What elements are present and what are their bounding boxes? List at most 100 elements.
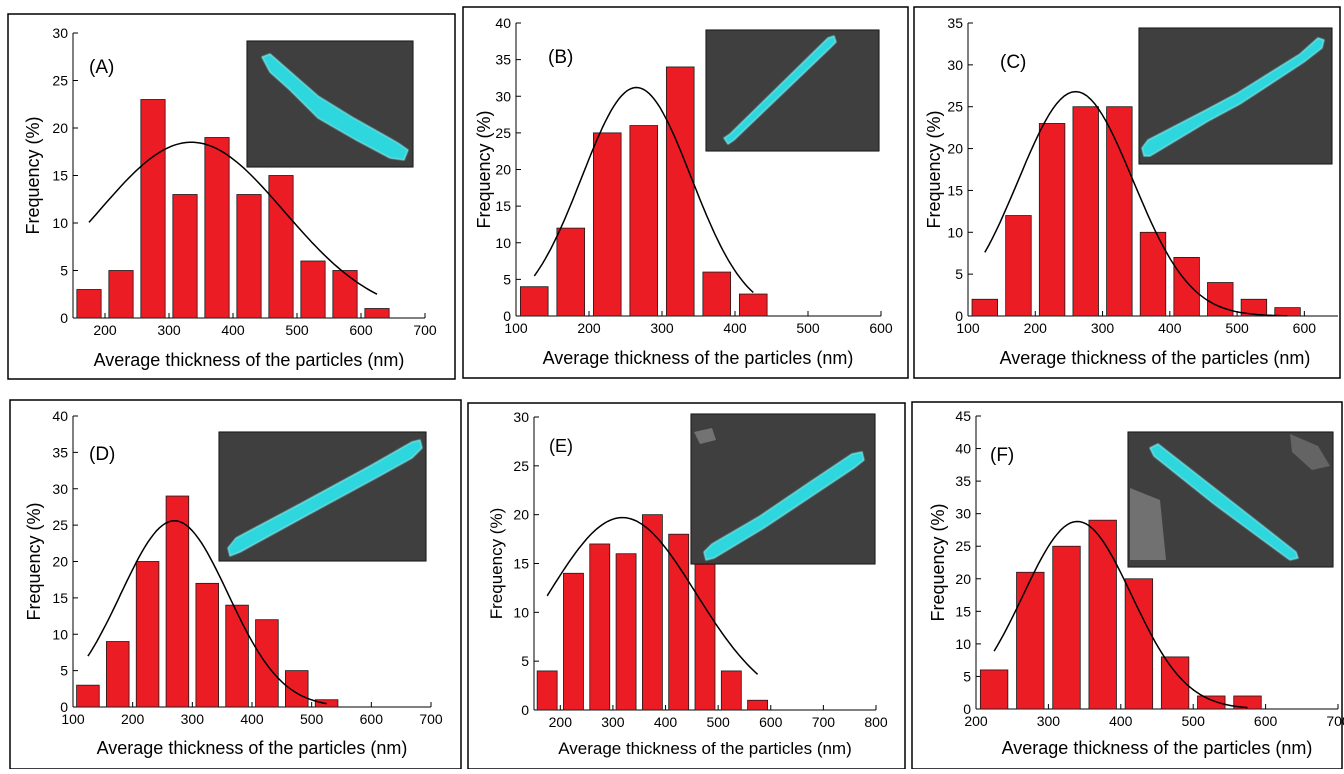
panel-label: (B) xyxy=(548,47,573,68)
plot-area: 0 5 10 15 20 25 30 35 40 100 200 300 400 500 600 xyxy=(495,15,892,336)
y-tick-label: 0 xyxy=(521,702,529,718)
y-tick-label: 20 xyxy=(52,120,68,136)
y-tick-label: 35 xyxy=(947,15,963,31)
histogram-bar xyxy=(1240,298,1268,317)
sem-inset xyxy=(1127,431,1334,568)
histogram-bar xyxy=(1274,307,1301,317)
x-ticks: 200 300 400 500 600 700 xyxy=(93,313,437,338)
histogram-bar xyxy=(108,270,134,319)
histogram-bar xyxy=(1052,545,1081,710)
histogram-bar xyxy=(1124,578,1154,710)
x-tick-label: 100 xyxy=(504,320,528,336)
x-tick-label: 200 xyxy=(1024,320,1048,336)
x-tick-label: 300 xyxy=(157,322,181,338)
gaussian-fit-curve xyxy=(87,520,327,705)
panel-label: (C) xyxy=(1000,52,1026,73)
histogram-bar xyxy=(332,270,358,319)
y-tick-label: 25 xyxy=(52,73,68,89)
histogram-bar xyxy=(592,132,622,317)
x-tick-label: 400 xyxy=(654,714,678,730)
histogram-bar xyxy=(589,543,611,711)
y-tick-label: 15 xyxy=(947,182,963,198)
bars xyxy=(76,495,339,708)
y-tick-label: 20 xyxy=(52,554,68,570)
y-tick-label: 45 xyxy=(955,408,971,424)
y-tick-label: 20 xyxy=(513,507,529,523)
particle-icon xyxy=(1149,443,1299,561)
histogram-bar xyxy=(1197,695,1226,710)
histogram-bar xyxy=(971,298,999,317)
histogram-bar xyxy=(165,495,190,708)
y-ticks: 0 5 10 15 20 25 30 35 xyxy=(947,15,973,324)
y-axis-label: Frequency (%) xyxy=(928,503,948,621)
sem-inset xyxy=(690,413,876,565)
histogram-bar xyxy=(979,669,1009,710)
histogram-bar xyxy=(641,514,663,711)
y-tick-label: 30 xyxy=(513,409,529,425)
bars xyxy=(519,66,768,317)
panel-label: (A) xyxy=(89,57,114,78)
plot-area: 0 5 10 15 20 25 30 35 100 200 300 400 500 600 xyxy=(947,15,1338,336)
y-tick-label: 30 xyxy=(52,25,68,41)
x-tick-label: 300 xyxy=(650,320,674,336)
histogram-bar xyxy=(300,260,326,319)
y-tick-label: 40 xyxy=(52,408,68,424)
x-tick-label: 600 xyxy=(1254,713,1278,729)
histogram-bar xyxy=(1016,571,1045,710)
y-tick-label: 15 xyxy=(513,556,529,572)
panel-frame xyxy=(462,6,909,379)
y-tick-label: 20 xyxy=(947,141,963,157)
y-axis-label: Frequency (%) xyxy=(487,508,506,619)
sem-inset xyxy=(218,431,427,562)
panel-label: (E) xyxy=(549,436,573,456)
y-tick-label: 5 xyxy=(503,271,511,287)
y-tick-label: 30 xyxy=(955,506,971,522)
particle-icon xyxy=(723,35,837,145)
panel-c: 0 5 10 15 20 25 30 35 100 200 300 400 500 600 (C) Fr… xyxy=(913,6,1341,379)
x-tick-label: 700 xyxy=(413,322,437,338)
y-axis-label: Frequency (%) xyxy=(23,116,43,234)
gaussian-fit-curve xyxy=(88,141,378,295)
histogram-bar xyxy=(665,66,695,317)
y-tick-label: 5 xyxy=(963,668,971,684)
y-ticks: 0 5 10 15 20 25 30 35 40 xyxy=(52,408,78,715)
x-axis-label: Average thickness of the particles (nm) xyxy=(558,739,852,758)
histogram-bar xyxy=(720,670,742,711)
x-ticks: 200 300 400 500 600 700 800 xyxy=(549,705,888,730)
x-tick-label: 600 xyxy=(759,714,783,730)
x-axis-label: Average thickness of the particles (nm) xyxy=(543,348,854,368)
y-tick-label: 30 xyxy=(947,57,963,73)
histogram-bar xyxy=(615,553,637,711)
histogram-bar xyxy=(702,271,732,317)
y-tick-label: 40 xyxy=(955,441,971,457)
y-tick-label: 20 xyxy=(495,162,511,178)
x-tick-label: 600 xyxy=(349,322,373,338)
x-tick-label: 500 xyxy=(706,714,730,730)
plot-area: 0 5 10 15 20 25 30 35 40 45 200 300 400 500 600 700 xyxy=(955,408,1344,729)
y-tick-label: 35 xyxy=(955,473,971,489)
panel-frame xyxy=(7,13,456,380)
x-tick-label: 500 xyxy=(796,320,820,336)
y-ticks: 0 5 10 15 20 25 30 35 40 xyxy=(495,15,521,324)
debris-icon xyxy=(1130,488,1166,560)
histogram-bar xyxy=(195,582,219,708)
histogram-bar xyxy=(1072,106,1099,317)
sem-inset xyxy=(705,29,880,152)
gaussian-fit-curve xyxy=(533,86,754,294)
y-tick-label: 30 xyxy=(52,481,68,497)
x-ticks: 200 300 400 500 600 700 xyxy=(964,704,1344,729)
x-tick-label: 600 xyxy=(1293,320,1317,336)
y-tick-label: 35 xyxy=(52,444,68,460)
histogram-bar xyxy=(76,684,100,708)
panel-d: 0 5 10 15 20 25 30 35 40 100 200 300 400 500 600 700 (… xyxy=(9,399,462,770)
x-tick-label: 400 xyxy=(221,322,245,338)
particle-icon xyxy=(227,439,423,557)
gaussian-fit-curve xyxy=(993,520,1248,709)
x-tick-label: 200 xyxy=(549,714,573,730)
panel-label: (D) xyxy=(89,444,115,465)
panel-f: 0 5 10 15 20 25 30 35 40 45 200 300 400 500 600 700 (F… xyxy=(911,401,1344,770)
y-tick-label: 25 xyxy=(52,517,68,533)
y-tick-label: 5 xyxy=(60,663,68,679)
x-tick-label: 200 xyxy=(964,713,988,729)
bars xyxy=(979,519,1262,710)
